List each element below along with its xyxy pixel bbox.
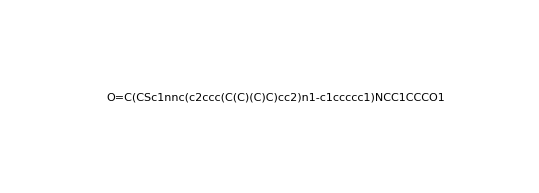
- Text: O=C(CSc1nnc(c2ccc(C(C)(C)C)cc2)n1-c1ccccc1)NCC1CCCO1: O=C(CSc1nnc(c2ccc(C(C)(C)C)cc2)n1-c1cccc…: [107, 92, 446, 102]
